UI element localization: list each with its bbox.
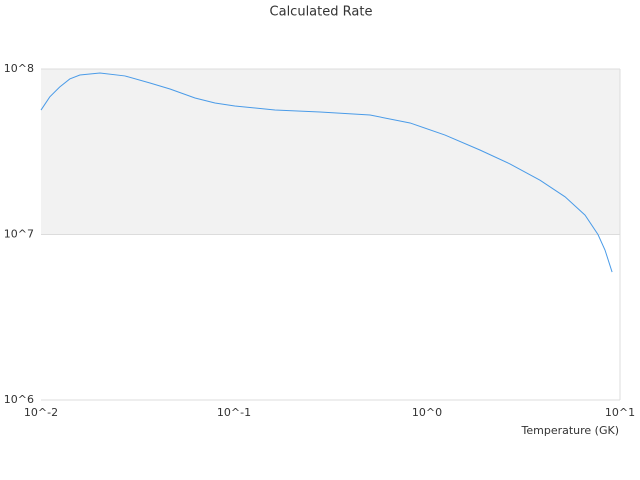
x-axis-label: Temperature (GK) (521, 424, 620, 437)
x-tick-label: 10^-1 (217, 406, 251, 419)
data-line (40, 72, 613, 273)
x-tick-label: 10^0 (412, 406, 442, 419)
x-tick-label: 10^-2 (24, 406, 58, 419)
y-tick-label: 10^8 (4, 62, 34, 75)
plot-background (41, 68, 621, 401)
chart-title: Calculated Rate (270, 5, 373, 20)
plot-band (41, 69, 620, 235)
y-tick-label: 10^7 (4, 228, 34, 241)
y-tick-label: 10^6 (4, 393, 34, 406)
x-tick-label: 10^1 (605, 406, 635, 419)
